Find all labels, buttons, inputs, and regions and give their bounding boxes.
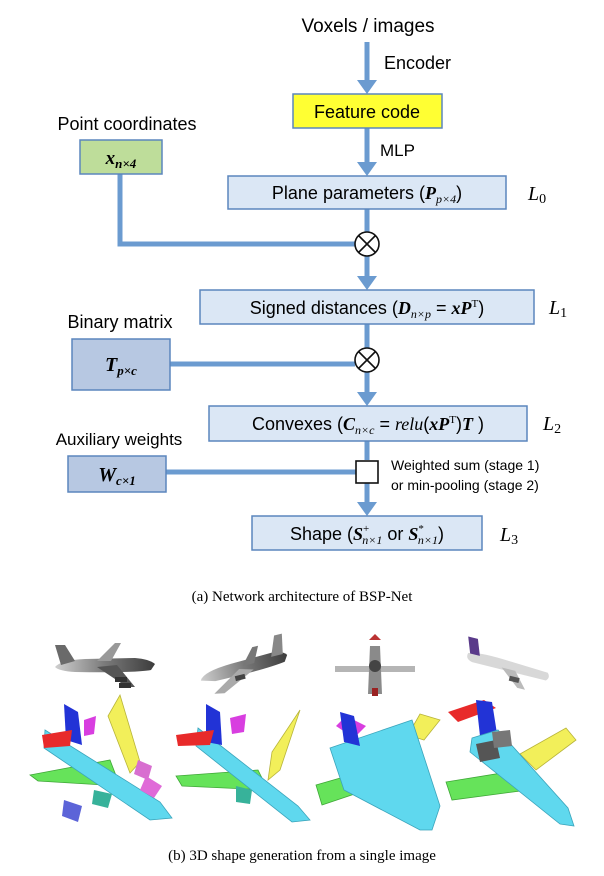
arrowhead (357, 502, 377, 516)
weighted-sum-label: Weighted sum (stage 1) (391, 457, 539, 473)
feature-code-box (292, 93, 443, 129)
auxiliary-weights-box (67, 455, 167, 493)
binary-matrix-title: Binary matrix (67, 312, 172, 332)
input-image-4 (467, 636, 549, 690)
auxiliary-weights-title: Auxiliary weights (56, 430, 183, 449)
min-pooling-label: or min-pooling (stage 2) (391, 477, 539, 493)
input-label: Voxels / images (301, 16, 434, 37)
loss-L3: L3 (499, 524, 518, 548)
convexes-label: Convexes (Cn×c = relu(xPT)T ) (252, 414, 484, 437)
loss-L1: L1 (548, 297, 567, 321)
reconstruction-2 (175, 704, 311, 823)
caption-a: (a) Network architecture of BSP-Net (192, 589, 414, 605)
binary-matrix-box (71, 338, 171, 391)
point-coordinates-title: Point coordinates (57, 114, 196, 134)
loss-L0: L0 (527, 183, 546, 207)
pooling-node (355, 460, 379, 484)
connector-points (117, 174, 355, 247)
encoder-label: Encoder (384, 53, 451, 73)
convexes-box (208, 405, 528, 442)
signed-distances-box (199, 289, 535, 325)
input-image-3 (335, 634, 415, 696)
point-coordinates-box (79, 139, 163, 175)
shape-box (251, 515, 483, 551)
plane-parameters-box (227, 175, 507, 210)
arrowhead (357, 276, 377, 290)
arrowhead (357, 392, 377, 406)
mlp-label: MLP (380, 141, 415, 160)
point-coordinates-symbol: xn×4 (105, 148, 137, 171)
arrowhead (357, 162, 377, 176)
caption-b: (b) 3D shape generation from a single im… (168, 848, 436, 864)
plane-parameters-label: Plane parameters (Pp×4) (272, 183, 462, 206)
multiply-node (354, 231, 380, 257)
reconstruction-4 (445, 700, 577, 827)
arrowhead (357, 80, 377, 94)
feature-code-label: Feature code (314, 102, 420, 122)
signed-distances-label: Signed distances (Dn×p = xPT) (250, 298, 484, 321)
multiply-node (354, 347, 380, 373)
auxiliary-weights-symbol: Wc×1 (98, 464, 135, 488)
binary-matrix-symbol: Tp×c (105, 354, 137, 378)
shape-label: Shape (S+ n×1 or S* n×1) (290, 523, 444, 547)
input-image-2 (200, 633, 288, 694)
loss-L2: L2 (542, 413, 561, 437)
reconstruction-1 (29, 693, 173, 822)
input-image-1 (55, 643, 155, 688)
reconstruction-3 (315, 712, 441, 831)
